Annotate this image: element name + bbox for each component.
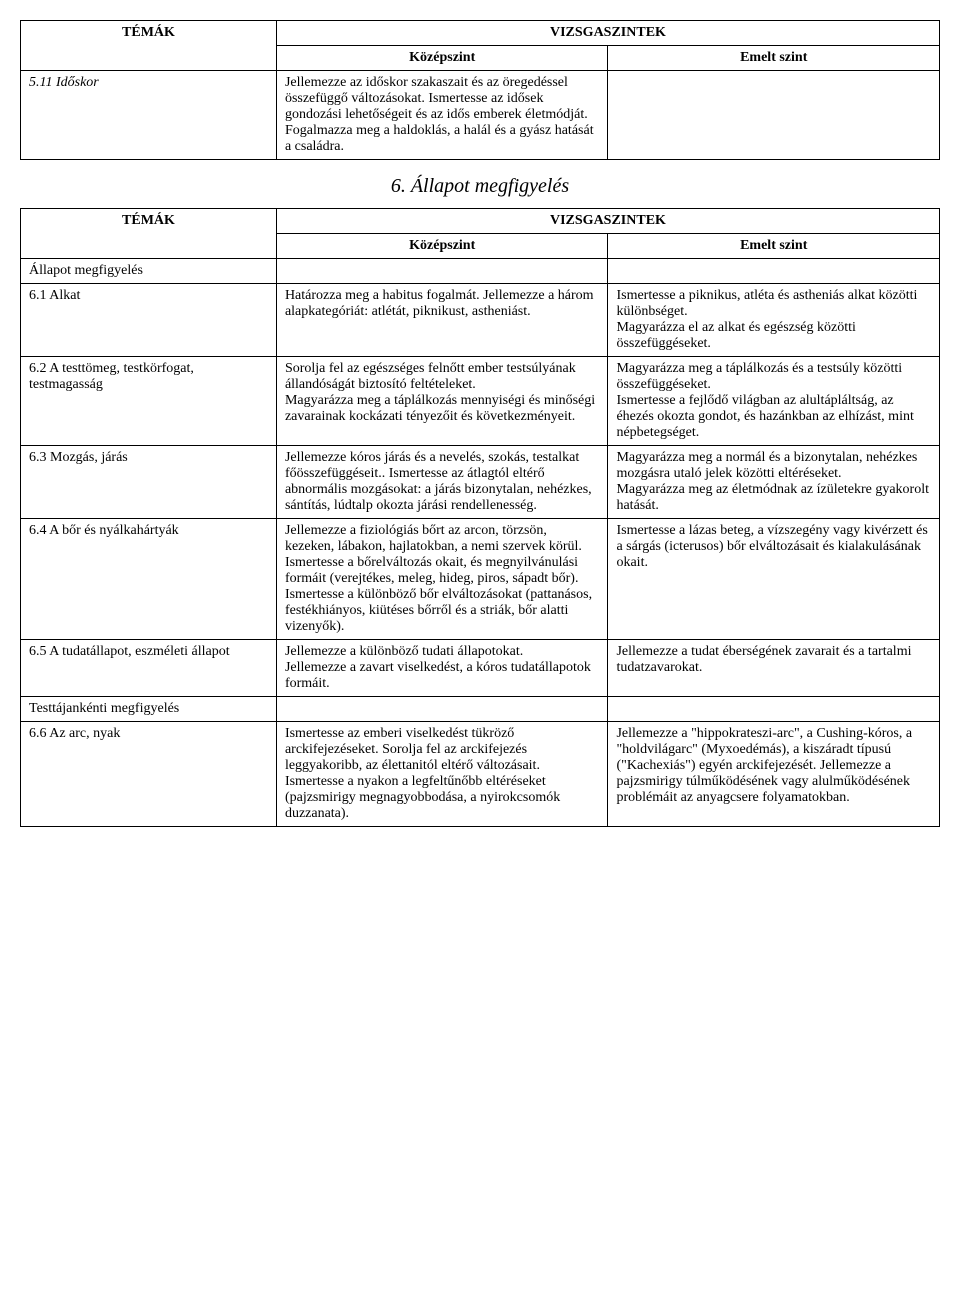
table-row: 6.3 Mozgás, járás Jellemezze kóros járás… (21, 446, 940, 519)
topic-cell: 5.11 Időskor (21, 71, 277, 160)
header-temak-2: TÉMÁK (21, 209, 277, 259)
mid-cell: Sorolja fel az egészséges felnőtt ember … (276, 357, 608, 446)
table-row: 6.5 A tudatállapot, eszméleti állapot Je… (21, 640, 940, 697)
header-vizsgaszintek: VIZSGASZINTEK (276, 21, 939, 46)
mid-cell (276, 259, 608, 284)
right-cell (608, 71, 940, 160)
mid-cell: Jellemezze kóros járás és a nevelés, szo… (276, 446, 608, 519)
right-cell: Magyarázza meg a normál és a bizonytalan… (608, 446, 940, 519)
topic-cell: Testtájankénti megfigyelés (21, 697, 277, 722)
mid-cell: Ismertesse az emberi viselkedést tükröző… (276, 722, 608, 827)
right-cell (608, 697, 940, 722)
right-cell: Magyarázza meg a táplálkozás és a testsú… (608, 357, 940, 446)
topic-cell: 6.1 Alkat (21, 284, 277, 357)
header-emeltszint: Emelt szint (608, 46, 940, 71)
right-cell: Jellemezze a tudat éberségének zavarait … (608, 640, 940, 697)
header-temak: TÉMÁK (21, 21, 277, 71)
mid-cell: Jellemezze a különböző tudati állapotoka… (276, 640, 608, 697)
right-cell: Ismertesse a lázas beteg, a vízszegény v… (608, 519, 940, 640)
right-cell: Ismertesse a piknikus, atléta és astheni… (608, 284, 940, 357)
table-row: 6.6 Az arc, nyak Ismertesse az emberi vi… (21, 722, 940, 827)
topic-cell: 6.2 A testtömeg, testkörfogat, testmagas… (21, 357, 277, 446)
header-kozepszint: Középszint (276, 46, 608, 71)
mid-cell (276, 697, 608, 722)
mid-cell: Jellemezze a fiziológiás bőrt az arcon, … (276, 519, 608, 640)
table-row: 5.11 Időskor Jellemezze az időskor szaka… (21, 71, 940, 160)
table-1: TÉMÁK VIZSGASZINTEK Középszint Emelt szi… (20, 20, 940, 160)
table-2: TÉMÁK VIZSGASZINTEK Középszint Emelt szi… (20, 208, 940, 827)
right-cell: Jellemezze a "hippokrateszi-arc", a Cush… (608, 722, 940, 827)
topic-cell: 6.6 Az arc, nyak (21, 722, 277, 827)
topic-cell: 6.4 A bőr és nyálkahártyák (21, 519, 277, 640)
table-row: Testtájankénti megfigyelés (21, 697, 940, 722)
header-emeltszint-2: Emelt szint (608, 234, 940, 259)
table-row: 6.1 Alkat Határozza meg a habitus fogalm… (21, 284, 940, 357)
topic-cell: 6.5 A tudatállapot, eszméleti állapot (21, 640, 277, 697)
header-kozepszint-2: Középszint (276, 234, 608, 259)
topic-cell: 6.3 Mozgás, járás (21, 446, 277, 519)
table-row: Állapot megfigyelés (21, 259, 940, 284)
header-vizsgaszintek-2: VIZSGASZINTEK (276, 209, 939, 234)
mid-cell: Jellemezze az időskor szakaszait és az ö… (276, 71, 608, 160)
table-row: 6.4 A bőr és nyálkahártyák Jellemezze a … (21, 519, 940, 640)
right-cell (608, 259, 940, 284)
topic-cell: Állapot megfigyelés (21, 259, 277, 284)
mid-cell: Határozza meg a habitus fogalmát. Jellem… (276, 284, 608, 357)
table-row: 6.2 A testtömeg, testkörfogat, testmagas… (21, 357, 940, 446)
section-title: 6. Állapot megfigyelés (20, 175, 940, 198)
